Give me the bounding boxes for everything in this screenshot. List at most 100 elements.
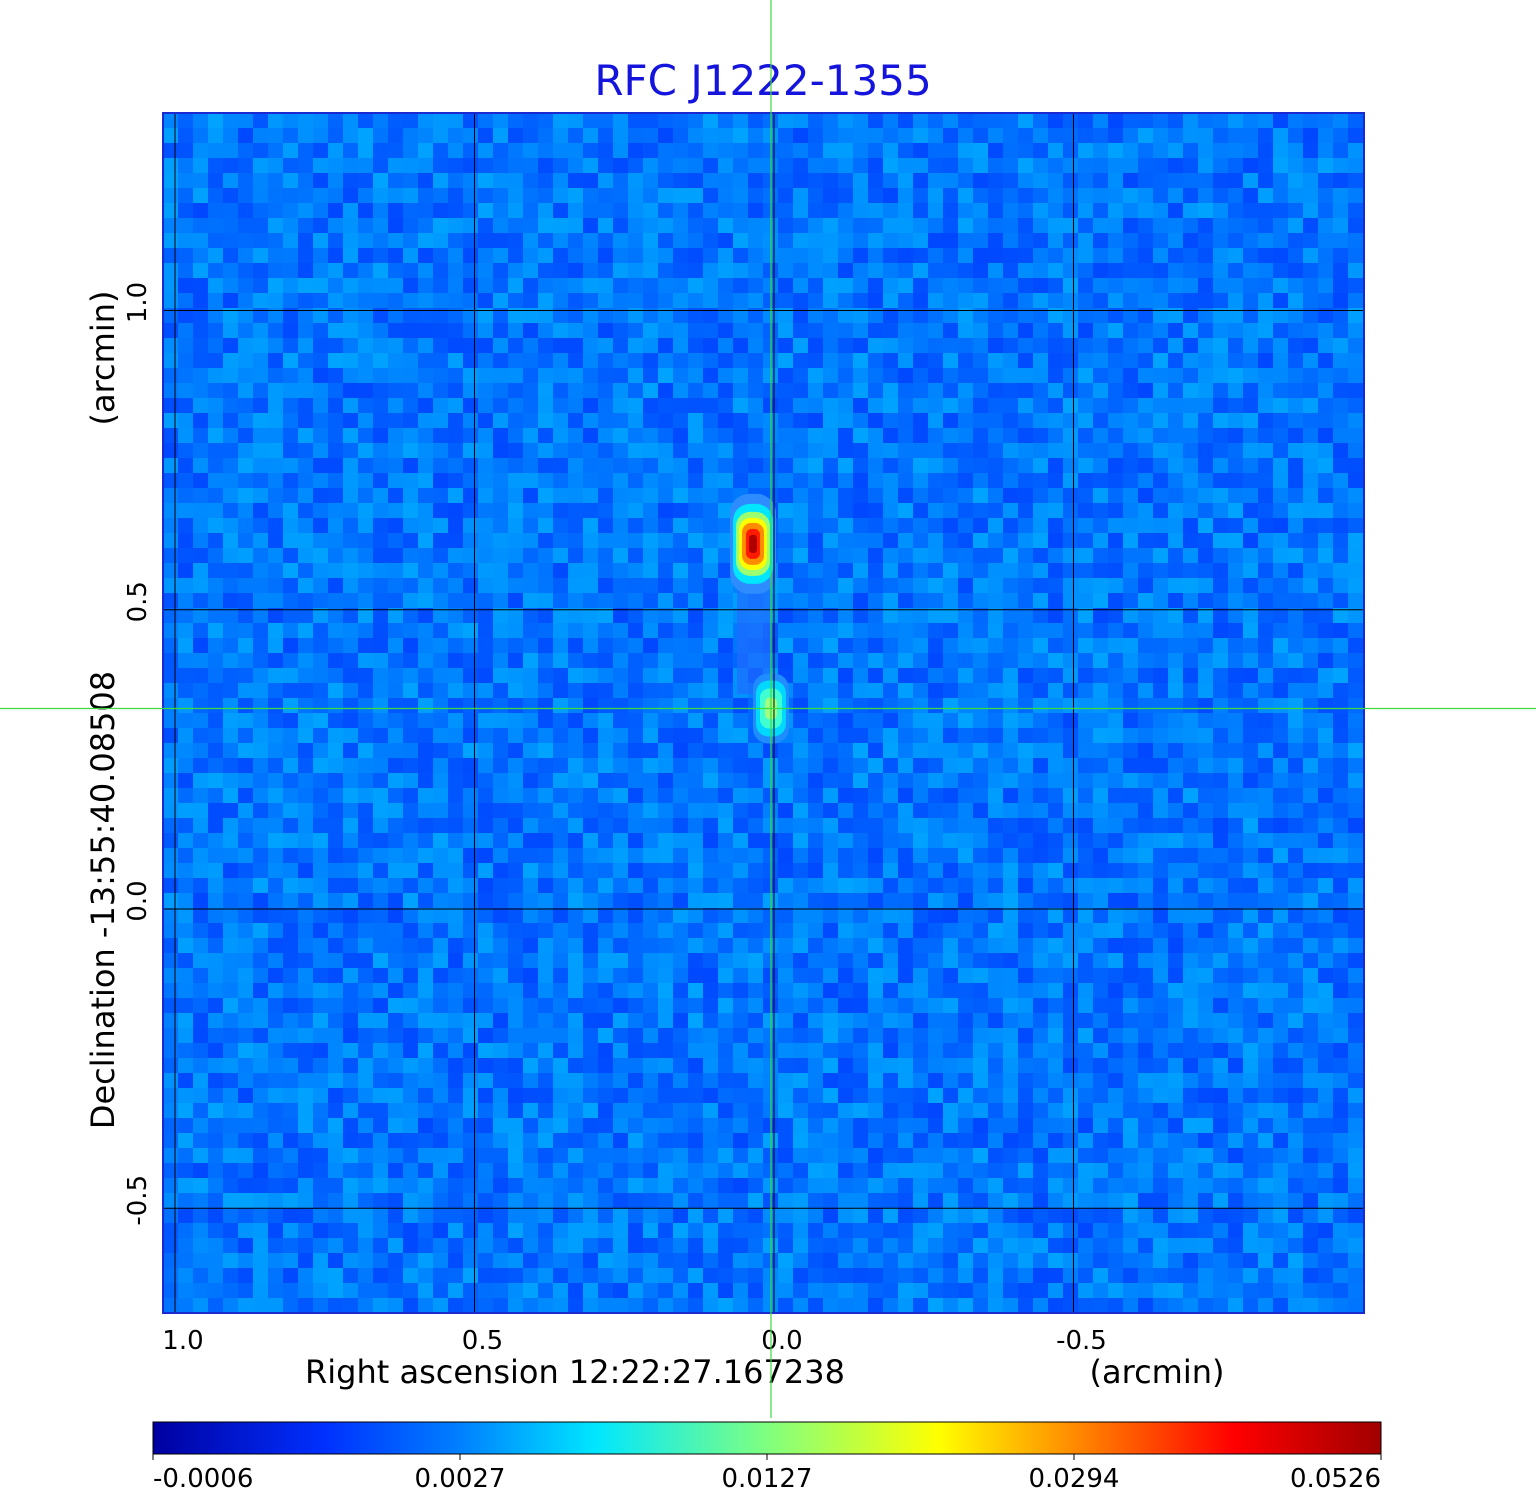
heatmap-pixel <box>523 638 539 654</box>
heatmap-pixel <box>913 938 929 954</box>
heatmap-pixel <box>223 743 239 759</box>
heatmap-pixel <box>748 203 764 219</box>
heatmap-pixel <box>778 983 794 999</box>
heatmap-pixel <box>448 968 464 984</box>
heatmap-pixel <box>718 188 734 204</box>
heatmap-pixel <box>553 488 569 504</box>
heatmap-pixel <box>658 908 674 924</box>
heatmap-pixel <box>358 473 374 489</box>
heatmap-pixel <box>508 578 524 594</box>
heatmap-pixel <box>1273 593 1289 609</box>
heatmap-pixel <box>403 638 419 654</box>
heatmap-pixel <box>238 263 254 279</box>
heatmap-pixel <box>448 578 464 594</box>
heatmap-pixel <box>1123 488 1139 504</box>
heatmap-pixel <box>793 143 809 159</box>
heatmap-pixel <box>1033 158 1049 174</box>
heatmap-pixel <box>838 818 854 834</box>
heatmap-pixel <box>418 248 434 264</box>
heatmap-pixel <box>1108 698 1124 714</box>
heatmap-pixel <box>208 398 224 414</box>
heatmap-pixel <box>433 743 449 759</box>
heatmap-pixel <box>493 233 509 249</box>
heatmap-pixel <box>1033 668 1049 684</box>
heatmap-pixel <box>358 143 374 159</box>
heatmap-pixel <box>1093 458 1109 474</box>
heatmap-pixel <box>1333 608 1349 624</box>
heatmap-pixel <box>778 803 794 819</box>
heatmap-pixel <box>1258 758 1274 774</box>
heatmap-pixel <box>1048 818 1064 834</box>
heatmap-pixel <box>1003 878 1019 894</box>
heatmap-pixel <box>778 878 794 894</box>
heatmap-pixel <box>1273 578 1289 594</box>
heatmap-pixel <box>688 848 704 864</box>
heatmap-pixel <box>1138 278 1154 294</box>
heatmap-pixel <box>583 113 599 129</box>
heatmap-pixel <box>1078 743 1094 759</box>
heatmap-pixel <box>1078 653 1094 669</box>
heatmap-pixel <box>223 203 239 219</box>
heatmap-pixel <box>283 278 299 294</box>
heatmap-pixel <box>793 728 809 744</box>
heatmap-pixel <box>598 938 614 954</box>
heatmap-pixel <box>163 773 179 789</box>
heatmap-pixel <box>313 923 329 939</box>
heatmap-pixel <box>283 728 299 744</box>
heatmap-pixel <box>1318 473 1334 489</box>
heatmap-pixel <box>253 548 269 564</box>
heatmap-pixel <box>1333 368 1349 384</box>
heatmap-pixel <box>1018 878 1034 894</box>
heatmap-pixel <box>1183 263 1199 279</box>
heatmap-pixel <box>1108 398 1124 414</box>
heatmap-pixel <box>478 998 494 1014</box>
heatmap-pixel <box>598 593 614 609</box>
heatmap-pixel <box>718 203 734 219</box>
heatmap-pixel <box>1303 323 1319 339</box>
heatmap-pixel <box>1033 893 1049 909</box>
heatmap-pixel <box>1033 173 1049 189</box>
heatmap-pixel <box>313 893 329 909</box>
heatmap-pixel <box>418 488 434 504</box>
heatmap-pixel <box>523 338 539 354</box>
heatmap-pixel <box>613 713 629 729</box>
heatmap-pixel <box>1078 638 1094 654</box>
heatmap-pixel <box>808 608 824 624</box>
heatmap-pixel <box>1273 203 1289 219</box>
heatmap-pixel <box>943 968 959 984</box>
heatmap-pixel <box>358 893 374 909</box>
heatmap-pixel <box>1138 203 1154 219</box>
heatmap-pixel <box>613 983 629 999</box>
heatmap-pixel <box>373 188 389 204</box>
heatmap-pixel <box>433 203 449 219</box>
heatmap-pixel <box>283 548 299 564</box>
heatmap-pixel <box>358 908 374 924</box>
heatmap-pixel <box>448 878 464 894</box>
heatmap-pixel <box>208 998 224 1014</box>
heatmap-pixel <box>1348 473 1364 489</box>
heatmap-pixel <box>568 593 584 609</box>
heatmap-pixel <box>1228 293 1244 309</box>
heatmap-pixel <box>283 788 299 804</box>
heatmap-pixel <box>478 323 494 339</box>
heatmap-pixel <box>868 488 884 504</box>
heatmap-pixel <box>808 578 824 594</box>
heatmap-pixel <box>793 443 809 459</box>
heatmap-pixel <box>793 758 809 774</box>
heatmap-pixel <box>568 713 584 729</box>
heatmap-pixel <box>1003 563 1019 579</box>
heatmap-pixel <box>433 563 449 579</box>
heatmap-pixel <box>1138 353 1154 369</box>
heatmap-pixel <box>583 293 599 309</box>
heatmap-pixel <box>433 428 449 444</box>
heatmap-pixel <box>553 848 569 864</box>
heatmap-pixel <box>583 413 599 429</box>
heatmap-pixel <box>598 638 614 654</box>
heatmap-pixel <box>478 338 494 354</box>
heatmap-pixel <box>1318 923 1334 939</box>
heatmap-pixel <box>388 323 404 339</box>
heatmap-pixel <box>523 863 539 879</box>
heatmap-pixel <box>178 518 194 534</box>
heatmap-pixel <box>313 833 329 849</box>
heatmap-pixel <box>463 278 479 294</box>
